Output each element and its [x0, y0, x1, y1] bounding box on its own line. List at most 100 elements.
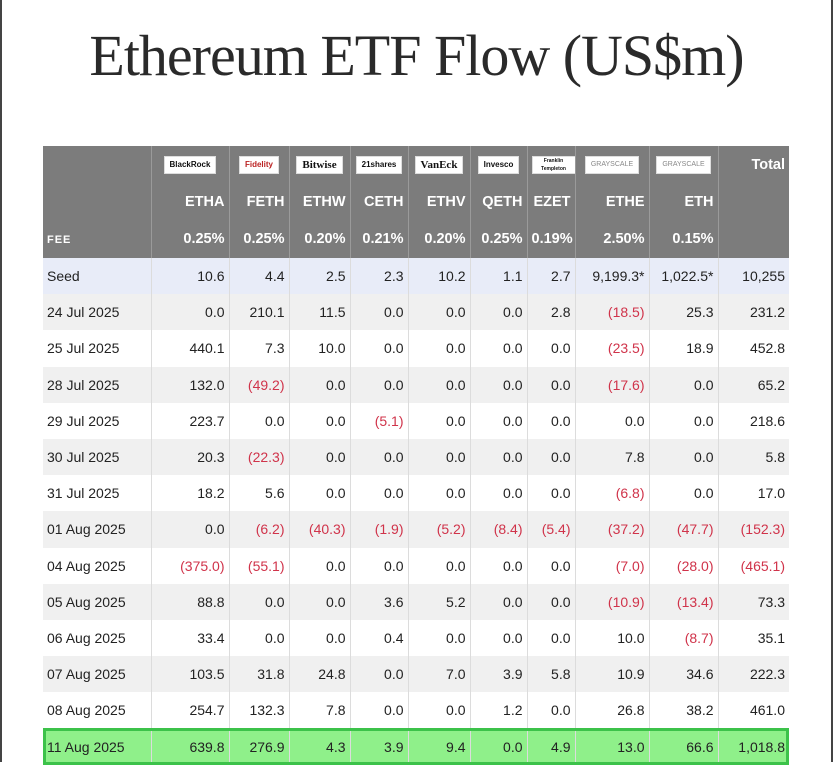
fee-row: FEE 0.25% 0.25% 0.20% 0.21% 0.20% 0.25% … [43, 220, 789, 258]
flow-value: 0.0 [470, 475, 528, 512]
flow-value: (8.4) [470, 511, 528, 548]
flow-value: 2.3 [350, 258, 409, 295]
flow-value: 0.0 [527, 330, 576, 367]
table-row: 29 Jul 2025 223.7 0.0 0.0 (5.1) 0.0 0.0 0.0 0.0 0… [43, 402, 789, 439]
flow-value: 0.0 [350, 294, 409, 331]
row-total: 231.2 [749, 304, 785, 321]
flow-value: 4.4 [229, 258, 290, 295]
flow-value: 2.5 [289, 258, 351, 295]
flow-value: 0.0 [350, 330, 409, 367]
flow-value: 2.8 [527, 294, 576, 331]
corner-cell [43, 184, 152, 220]
flow-value: 210.1 [229, 294, 290, 331]
flow-value: 33.4 [151, 619, 230, 657]
ticker-header: ETHW [289, 184, 351, 220]
issuer-cell: 21shares [350, 146, 409, 184]
flow-value: 31.8 [229, 656, 290, 693]
table-row: 24 Jul 2025 0.0 210.1 11.5 0.0 0.0 0.0 2.8 (18.5… [43, 294, 789, 331]
row-date: 06 Aug 2025 [43, 619, 152, 657]
row-date: Seed [43, 258, 152, 295]
issuer-cell: Bitwise [289, 146, 351, 184]
flow-value: (5.2) [408, 511, 471, 548]
flow-value: 0.0 [649, 438, 719, 476]
flow-value: 10.9 [575, 656, 650, 693]
flow-value: 0.0 [649, 366, 719, 403]
flow-value: 66.6 [649, 728, 719, 765]
invesco-logo: Invesco [477, 156, 520, 174]
row-date: 29 Jul 2025 [43, 402, 152, 439]
flow-value: 2.7 [527, 258, 576, 295]
flow-value: 0.0 [151, 294, 230, 331]
flow-value: (23.5) [575, 330, 650, 367]
flow-value: (10.9) [575, 583, 650, 620]
corner-cell [718, 184, 789, 220]
row-total: 73.3 [757, 593, 785, 610]
flow-value: 276.9 [229, 728, 290, 765]
issuer-cell: GRAYSCALE [649, 146, 719, 184]
fee-value: 0.25% [151, 220, 230, 258]
table-row: 30 Jul 2025 20.3 (22.3) 0.0 0.0 0.0 0.0 0.0 7.8 0… [43, 438, 789, 476]
flow-value: (7.0) [575, 547, 650, 584]
flow-value: (47.7) [649, 511, 719, 548]
flow-value: 254.7 [151, 692, 230, 729]
row-date: 05 Aug 2025 [43, 583, 152, 620]
row-date: 01 Aug 2025 [43, 511, 152, 548]
flow-value: 0.0 [229, 619, 290, 657]
row-total: 452.8 [749, 340, 785, 357]
etf-flow-table: BlackRock Fidelity Bitwise 21shares VanE… [43, 146, 789, 765]
flow-value: (18.5) [575, 294, 650, 331]
fee-value: 0.20% [408, 220, 471, 258]
flow-value: 0.0 [350, 656, 409, 693]
flow-value: 10.6 [151, 258, 230, 295]
flow-value: 9,199.3* [575, 258, 650, 295]
flow-value: 24.8 [289, 656, 351, 693]
flow-value: 10.0 [289, 330, 351, 367]
flow-value: 0.0 [408, 330, 471, 367]
row-date: 11 Aug 2025 [43, 728, 152, 765]
flow-value: 0.0 [470, 619, 528, 657]
row-total: 35.1 [757, 629, 785, 646]
row-total: 5.8 [765, 449, 785, 466]
flow-value: (37.2) [575, 511, 650, 548]
flow-value: 0.0 [350, 692, 409, 729]
row-total: (152.3) [740, 521, 785, 538]
flow-value: 0.0 [229, 402, 290, 439]
flow-value: 0.0 [350, 475, 409, 512]
flow-value: 0.0 [470, 728, 528, 765]
fee-value: 0.25% [229, 220, 290, 258]
table-row: 25 Jul 2025 440.1 7.3 10.0 0.0 0.0 0.0 0.0 (23.5… [43, 330, 789, 367]
total-header: Total [751, 157, 785, 173]
flow-value: 0.0 [649, 402, 719, 439]
ticker-header: QETH [470, 184, 528, 220]
flow-value: 0.4 [350, 619, 409, 657]
flow-value: 18.9 [649, 330, 719, 367]
flow-value: 0.0 [289, 475, 351, 512]
fee-value: 0.15% [649, 220, 719, 258]
flow-value: 0.0 [350, 366, 409, 403]
issuer-cell: Fidelity [229, 146, 290, 184]
fee-value: 2.50% [575, 220, 650, 258]
flow-value: 0.0 [151, 511, 230, 548]
flow-value: 0.0 [408, 366, 471, 403]
issuer-cell: Invesco [470, 146, 528, 184]
ticker-header: ETH [649, 184, 719, 220]
ticker-header: ETHE [575, 184, 650, 220]
flow-value: 26.8 [575, 692, 650, 729]
flow-value: 1,022.5* [649, 258, 719, 295]
flow-value: 0.0 [470, 402, 528, 439]
flow-value: 7.8 [575, 438, 650, 476]
row-total: 65.2 [757, 376, 785, 393]
21shares-logo: 21shares [355, 156, 403, 174]
flow-value: 440.1 [151, 330, 230, 367]
flow-value: 0.0 [527, 692, 576, 729]
flow-value: 0.0 [527, 583, 576, 620]
grayscale-logo: GRAYSCALE [584, 156, 640, 174]
fee-value: 0.25% [470, 220, 528, 258]
issuer-cell: GRAYSCALE [575, 146, 650, 184]
flow-value: (17.6) [575, 366, 650, 403]
flow-value: (40.3) [289, 511, 351, 548]
flow-value: 0.0 [350, 438, 409, 476]
table-row: 08 Aug 2025 254.7 132.3 7.8 0.0 0.0 1.2 0.0 26.8… [43, 692, 789, 729]
flow-value: 0.0 [575, 402, 650, 439]
fee-value: 0.20% [289, 220, 351, 258]
